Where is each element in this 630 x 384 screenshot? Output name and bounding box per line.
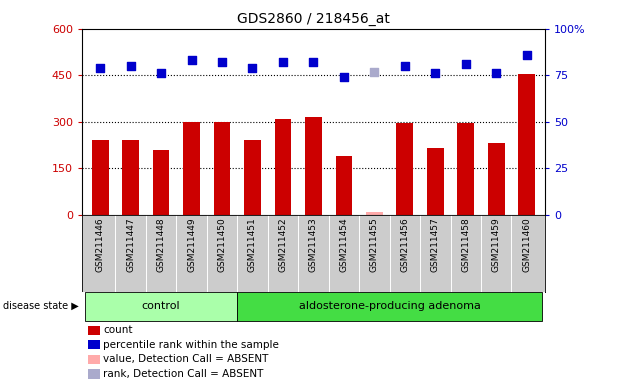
Bar bbox=[244, 140, 261, 215]
Text: GSM211449: GSM211449 bbox=[187, 217, 196, 272]
Text: control: control bbox=[142, 301, 180, 311]
Bar bbox=[152, 150, 169, 215]
Text: GSM211452: GSM211452 bbox=[278, 217, 287, 272]
Point bbox=[156, 70, 166, 76]
Text: GSM211456: GSM211456 bbox=[400, 217, 410, 272]
Text: count: count bbox=[103, 325, 133, 335]
Text: GSM211447: GSM211447 bbox=[126, 217, 135, 272]
Point bbox=[309, 59, 318, 65]
Text: GSM211454: GSM211454 bbox=[340, 217, 348, 272]
Text: GSM211455: GSM211455 bbox=[370, 217, 379, 272]
Bar bbox=[305, 117, 322, 215]
Text: value, Detection Call = ABSENT: value, Detection Call = ABSENT bbox=[103, 354, 268, 364]
Text: rank, Detection Call = ABSENT: rank, Detection Call = ABSENT bbox=[103, 369, 264, 379]
Point bbox=[217, 59, 227, 65]
Text: GSM211448: GSM211448 bbox=[157, 217, 166, 272]
Bar bbox=[214, 122, 231, 215]
Text: aldosterone-producing adenoma: aldosterone-producing adenoma bbox=[299, 301, 481, 311]
Point bbox=[522, 52, 532, 58]
Bar bbox=[488, 143, 505, 215]
Point bbox=[369, 68, 379, 74]
Text: disease state ▶: disease state ▶ bbox=[3, 301, 79, 311]
Point bbox=[248, 65, 258, 71]
Point bbox=[339, 74, 349, 80]
Point bbox=[430, 70, 440, 76]
Point bbox=[491, 70, 501, 76]
Bar bbox=[122, 140, 139, 215]
Text: percentile rank within the sample: percentile rank within the sample bbox=[103, 340, 279, 350]
Point bbox=[186, 57, 197, 63]
Text: GSM211459: GSM211459 bbox=[491, 217, 501, 272]
Bar bbox=[85, 292, 238, 321]
Point bbox=[278, 59, 288, 65]
Bar bbox=[396, 123, 413, 215]
Bar bbox=[336, 156, 352, 215]
Bar bbox=[92, 140, 108, 215]
Text: GSM211460: GSM211460 bbox=[522, 217, 531, 272]
Bar bbox=[427, 148, 444, 215]
Point bbox=[461, 61, 471, 67]
Bar bbox=[457, 123, 474, 215]
Text: GSM211453: GSM211453 bbox=[309, 217, 318, 272]
Text: GSM211450: GSM211450 bbox=[217, 217, 227, 272]
Bar bbox=[238, 292, 542, 321]
Point bbox=[125, 63, 135, 69]
Point bbox=[400, 63, 410, 69]
Text: GSM211457: GSM211457 bbox=[431, 217, 440, 272]
Text: GSM211446: GSM211446 bbox=[96, 217, 105, 272]
Point bbox=[95, 65, 105, 71]
Bar bbox=[366, 212, 383, 215]
Title: GDS2860 / 218456_at: GDS2860 / 218456_at bbox=[237, 12, 390, 26]
Text: GSM211458: GSM211458 bbox=[461, 217, 470, 272]
Text: GSM211451: GSM211451 bbox=[248, 217, 257, 272]
Bar bbox=[183, 122, 200, 215]
Bar bbox=[518, 74, 535, 215]
Bar bbox=[275, 119, 291, 215]
